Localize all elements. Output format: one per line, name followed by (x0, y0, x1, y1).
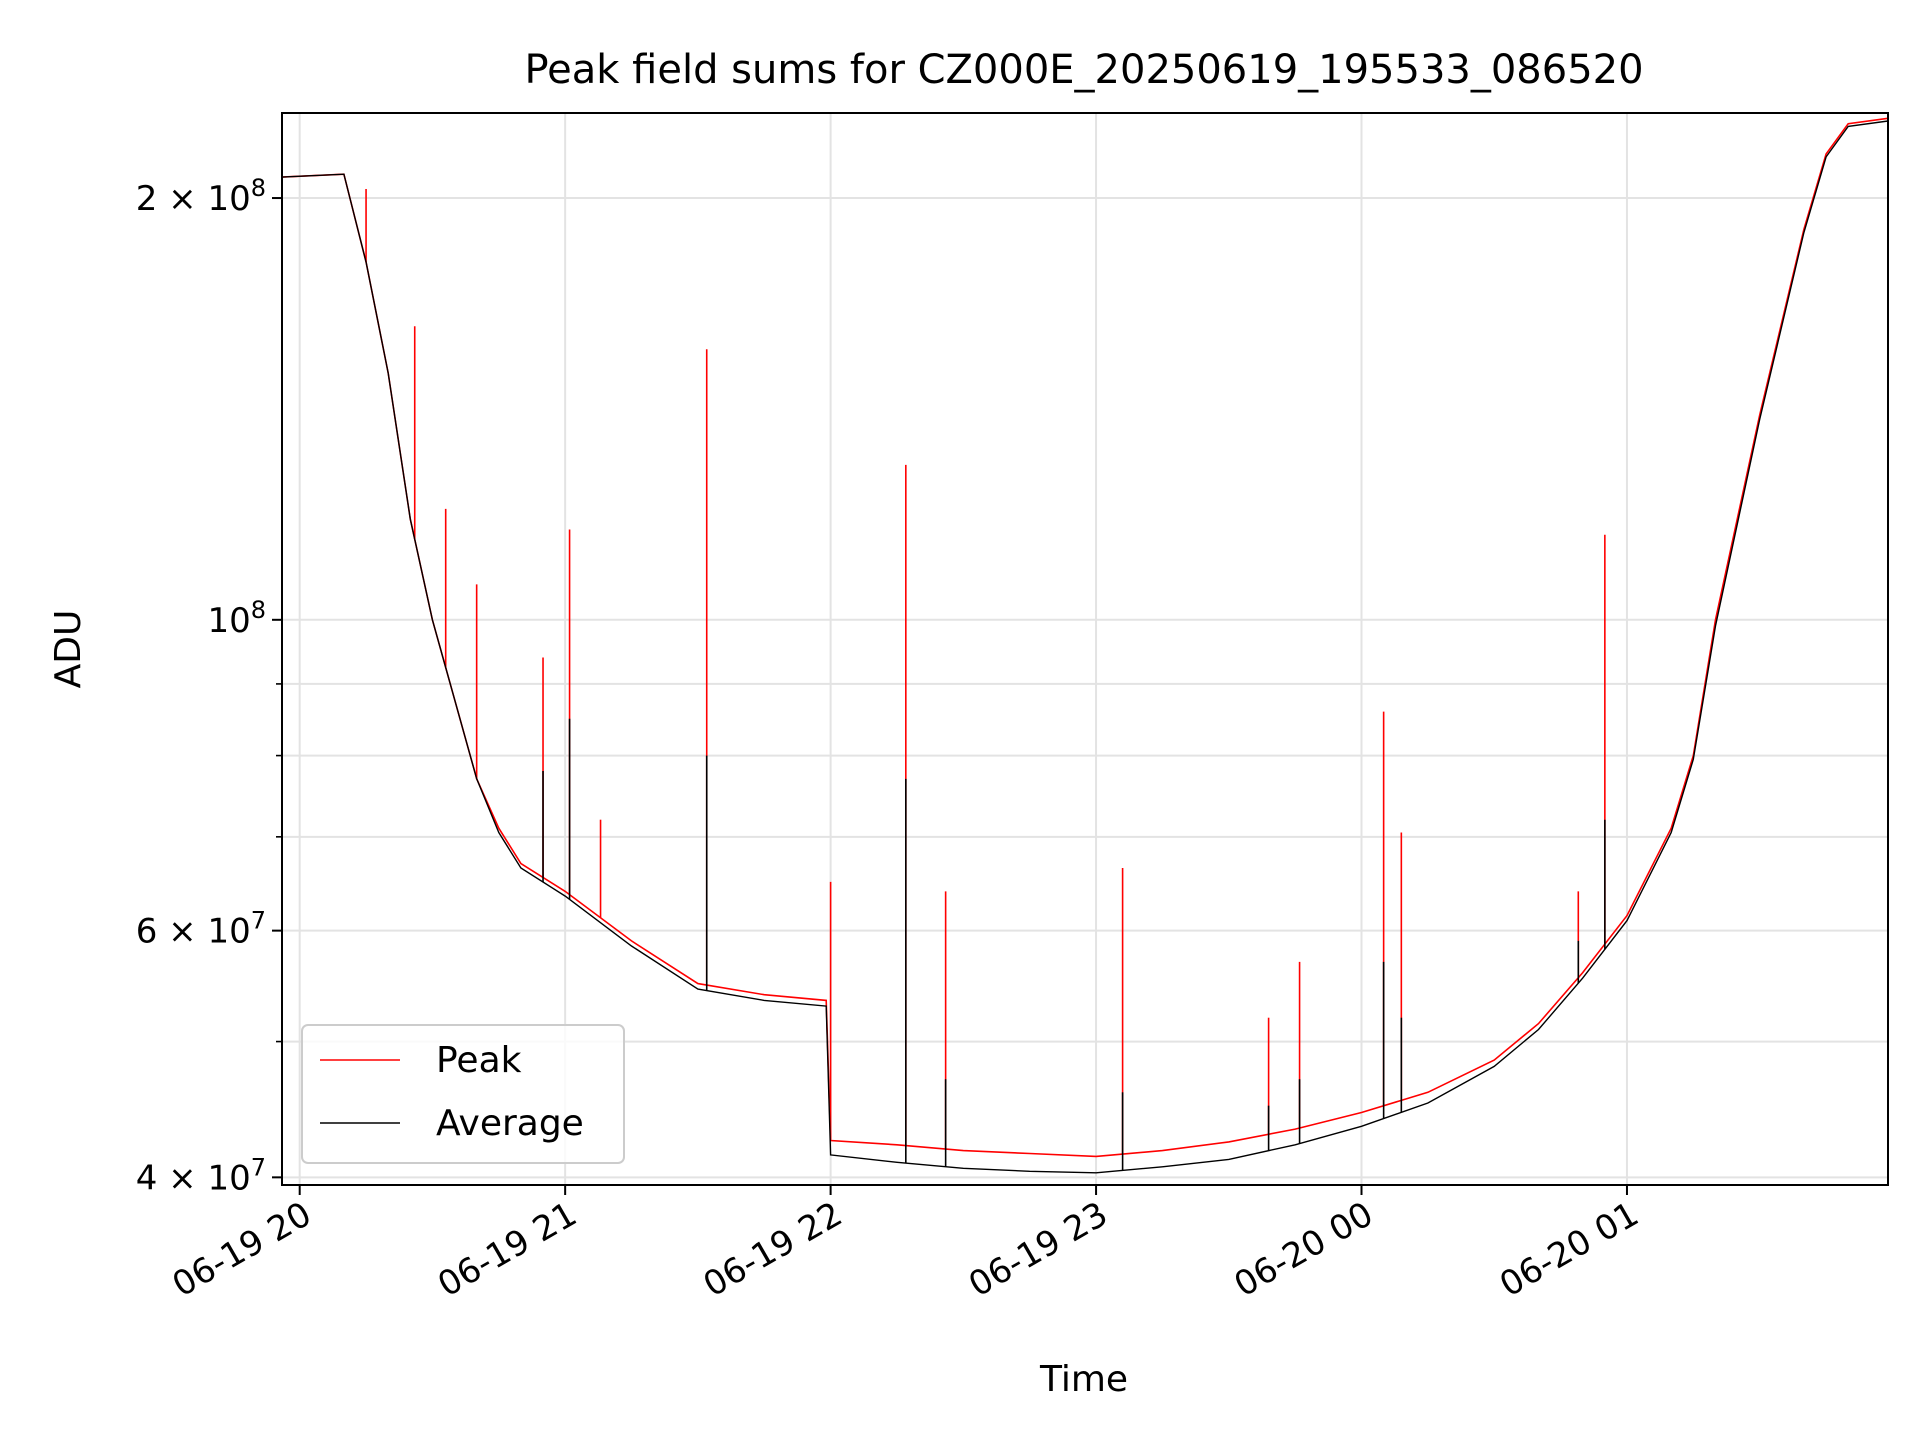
chart-title: Peak field sums for CZ000E_20250619_1955… (524, 47, 1643, 93)
y-tick-label: 108 (207, 596, 266, 641)
plot-area (281, 117, 1889, 1174)
legend: Peak Average (301, 1024, 625, 1164)
legend-average-label: Average (436, 1103, 584, 1144)
y-tick-label: 4 × 107 (136, 1153, 266, 1198)
x-axis-label: Time (1039, 1359, 1128, 1400)
y-tick-label: 2 × 108 (136, 174, 266, 219)
y-axis-ticks: 2 × 108 108 6 × 107 4 × 107 (136, 174, 282, 1198)
y-axis-label: ADU (48, 610, 89, 689)
axes-frame (281, 112, 1889, 1186)
series-line-average (281, 120, 1889, 1174)
y-tick-label: 6 × 107 (136, 907, 266, 952)
legend-peak-label: Peak (436, 1040, 522, 1081)
